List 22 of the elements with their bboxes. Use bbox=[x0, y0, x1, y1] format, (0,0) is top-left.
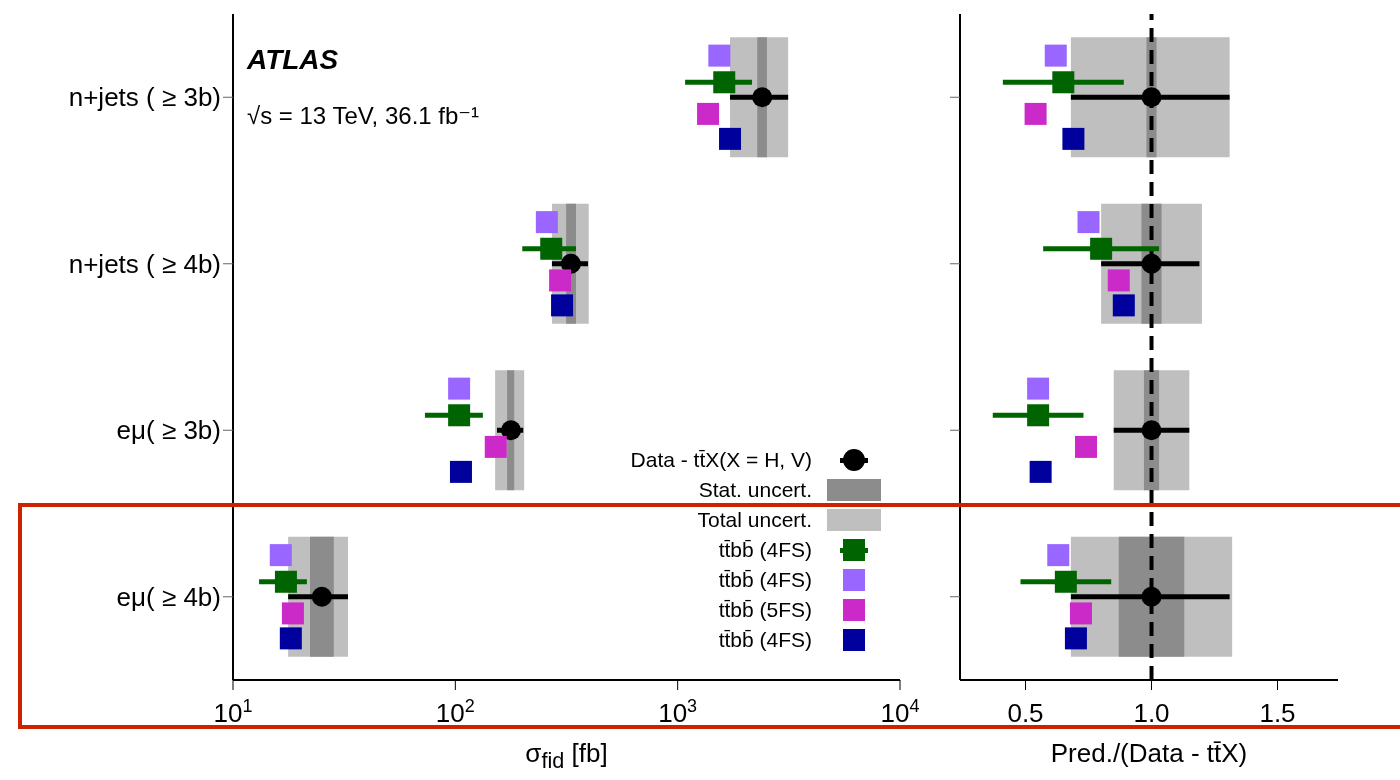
annotation: √s = 13 TeV, 36.1 fb⁻¹ bbox=[247, 102, 479, 130]
x-tick-label: 10$^{3}$ bbox=[658, 696, 698, 728]
legend-label: Data - tt̄X(X = H, V) bbox=[630, 448, 812, 472]
legend-label: tt̄bb̄ (4FS) bbox=[718, 628, 812, 652]
x-tick-label: 1.5 bbox=[1259, 698, 1296, 728]
y-tick-label: eμ( ≥ 3b) bbox=[116, 415, 221, 446]
legend-label: tt̄bb̄ (5FS) bbox=[718, 598, 812, 622]
x-tick-label: 0.5 bbox=[1007, 698, 1044, 728]
x-axis-title: Pred./(Data - tt̄X) bbox=[1049, 738, 1249, 769]
legend-label: tt̄bb̄ (4FS) bbox=[718, 538, 812, 562]
y-tick-label: n+jets ( ≥ 3b) bbox=[68, 82, 221, 113]
annotation: ATLAS bbox=[247, 44, 339, 76]
legend-label: Stat. uncert. bbox=[698, 478, 812, 502]
legend-label: Total uncert. bbox=[697, 508, 812, 532]
x-tick-label: 10$^{1}$ bbox=[213, 696, 253, 728]
x-tick-label: 10$^{2}$ bbox=[435, 696, 475, 728]
x-tick-label: 1.0 bbox=[1133, 698, 1170, 728]
y-tick-label: eμ( ≥ 4b) bbox=[116, 581, 221, 612]
x-axis-title: σ$_{fid}$ [fb] bbox=[524, 738, 609, 775]
x-tick-label: 10$^{4}$ bbox=[880, 696, 920, 728]
legend-label: tt̄bb̄ (4FS) bbox=[718, 568, 812, 592]
y-tick-label: n+jets ( ≥ 4b) bbox=[68, 248, 221, 279]
